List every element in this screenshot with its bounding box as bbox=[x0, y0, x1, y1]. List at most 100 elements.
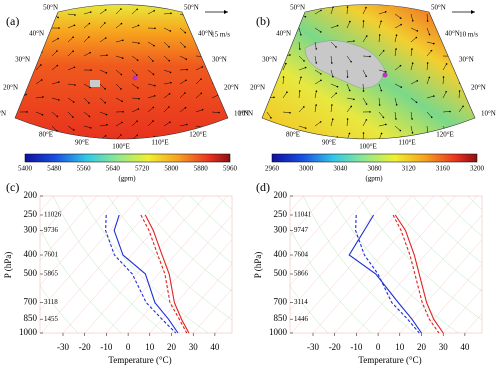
x-axis-label: Temperature (°C) bbox=[108, 355, 171, 365]
wind-arrow-head bbox=[89, 86, 91, 89]
wind-arrow-head bbox=[40, 79, 43, 81]
wind-arrow bbox=[99, 83, 106, 89]
terrain-mask bbox=[304, 40, 386, 89]
wind-arrow-head bbox=[120, 88, 122, 90]
wind-arrow bbox=[147, 10, 155, 15]
wind-arrow bbox=[131, 83, 138, 89]
wind-arrow bbox=[426, 77, 430, 85]
wind-arrow bbox=[179, 27, 186, 33]
wind-arrow bbox=[163, 13, 171, 15]
wind-arrow-head bbox=[335, 46, 337, 48]
wind-arrow-head bbox=[120, 73, 123, 76]
wind-arrow-head bbox=[300, 76, 302, 79]
wind-arrow bbox=[131, 135, 138, 139]
wind-arrow-head bbox=[400, 23, 402, 26]
wind-arrow bbox=[195, 109, 203, 113]
wind-arrow-head bbox=[335, 92, 337, 95]
wind-arrow bbox=[410, 49, 413, 57]
wind-arrow bbox=[346, 83, 350, 91]
wind-arrow bbox=[67, 25, 75, 29]
dry-adiabat bbox=[290, 285, 329, 333]
wind-arrow-head bbox=[120, 8, 122, 10]
wind-arrow bbox=[346, 106, 352, 113]
wind-arrow bbox=[99, 22, 106, 29]
colorbar-tick-label: 3200 bbox=[470, 165, 485, 173]
wind-arrow-head bbox=[475, 104, 477, 106]
wind-arrow bbox=[298, 125, 306, 129]
wind-arrow bbox=[115, 55, 123, 59]
wind-arrow bbox=[330, 25, 338, 29]
wind-arrow-head bbox=[185, 58, 188, 60]
y-tick-label: 400 bbox=[274, 249, 288, 259]
wind-arrow bbox=[179, 92, 186, 99]
wind-arrow-head bbox=[216, 64, 219, 67]
wind-arrow-head bbox=[89, 51, 91, 54]
wind-arrow bbox=[330, 41, 337, 48]
wind-arrow bbox=[266, 63, 268, 71]
wind-arrow bbox=[394, 97, 397, 105]
isotherm bbox=[464, 313, 482, 333]
wind-arrow-head bbox=[303, 60, 305, 62]
wind-arrow bbox=[346, 69, 348, 77]
wind-arrow bbox=[83, 97, 90, 104]
wind-arrow-head bbox=[411, 19, 414, 22]
wind-arrow bbox=[282, 41, 288, 48]
wind-arrow bbox=[298, 91, 301, 99]
colorbar-tick-label: 2960 bbox=[265, 165, 280, 173]
isotherm bbox=[40, 196, 76, 237]
wind-arrow bbox=[51, 38, 59, 43]
wind-arrow-head bbox=[380, 89, 383, 92]
x-tick-label: 40 bbox=[210, 342, 220, 352]
wind-arrow-head bbox=[106, 124, 108, 126]
wind-arrow bbox=[282, 63, 287, 71]
wind-arrow bbox=[67, 67, 75, 71]
wind-arrow-head bbox=[461, 146, 463, 148]
wind-arrow-head bbox=[121, 57, 124, 59]
x-tick-label: -20 bbox=[329, 342, 341, 352]
terrain-mask bbox=[90, 80, 100, 87]
wind-arrow bbox=[211, 111, 219, 113]
wind-arrow-head bbox=[168, 59, 171, 62]
y-tick-label: 500 bbox=[24, 268, 38, 278]
isotherm bbox=[193, 288, 232, 333]
height-label: 7601 bbox=[44, 251, 59, 259]
wind-arrow-head bbox=[234, 29, 236, 31]
wind-arrow-head bbox=[411, 118, 413, 120]
wind-arrow-head bbox=[365, 35, 368, 37]
wind-arrow-head bbox=[200, 17, 203, 20]
lat-label: 30°N bbox=[459, 56, 474, 64]
wind-arrow bbox=[314, 10, 322, 15]
wind-arrow bbox=[227, 40, 228, 43]
colorbar-tick-label: 5560 bbox=[77, 165, 92, 173]
wind-arrow bbox=[315, 140, 321, 143]
wind-arrow-head bbox=[350, 60, 352, 63]
wind-arrow bbox=[99, 9, 106, 15]
wind-arrow-head bbox=[122, 110, 124, 113]
wind-arrow-head bbox=[121, 39, 124, 42]
wind-arrow-head bbox=[168, 92, 171, 95]
wind-arrow bbox=[394, 83, 402, 88]
wind-arrow-head bbox=[475, 62, 477, 64]
wind-arrow bbox=[163, 55, 170, 61]
x-axis-label: Temperature (°C) bbox=[358, 355, 421, 365]
wind-arrow bbox=[443, 140, 444, 147]
wind-arrow-head bbox=[57, 99, 60, 101]
wind-arrow-head bbox=[411, 62, 414, 64]
wind-arrow bbox=[346, 7, 348, 15]
wind-arrow bbox=[36, 140, 41, 145]
wind-arrow-head bbox=[411, 132, 414, 134]
site-marker bbox=[382, 72, 388, 78]
wind-arrow-head bbox=[138, 42, 140, 44]
x-tick-label: -10 bbox=[100, 342, 112, 352]
lat-label: 50°N bbox=[290, 4, 305, 12]
lat-label: 10°N bbox=[0, 110, 6, 118]
wind-arrow-head bbox=[72, 50, 74, 53]
wind-arrow bbox=[474, 120, 475, 127]
wind-arrow-head bbox=[234, 97, 236, 99]
wind-arrow-head bbox=[304, 66, 307, 69]
wind-arrow bbox=[67, 51, 74, 57]
wind-arrow-head bbox=[25, 43, 28, 45]
wind-arrow-head bbox=[24, 78, 26, 80]
wind-arrow-head bbox=[315, 48, 318, 50]
wind-arrow-head bbox=[481, 30, 483, 32]
